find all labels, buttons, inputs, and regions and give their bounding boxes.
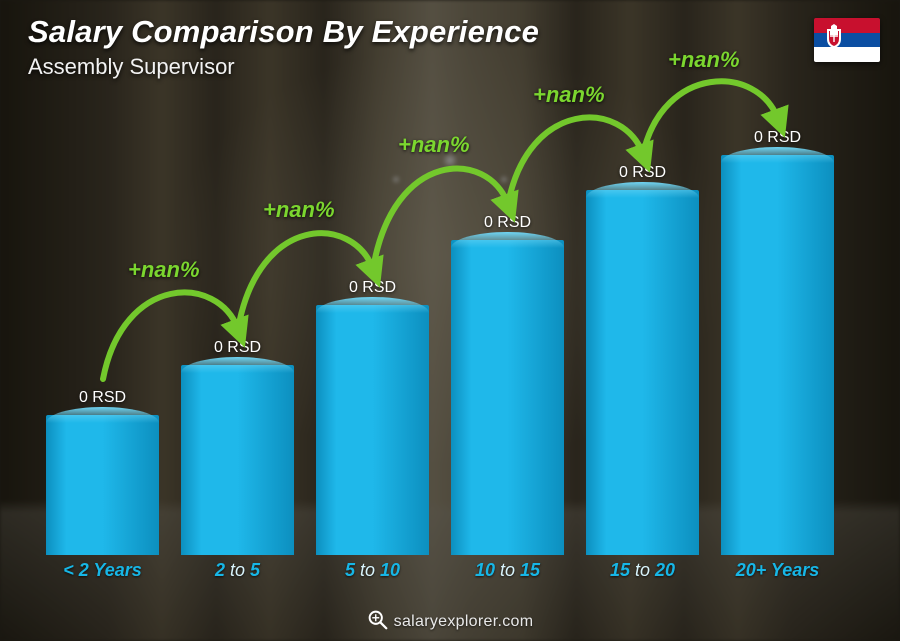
percent-increase-label: +nan% bbox=[533, 82, 605, 108]
bar-cap bbox=[46, 407, 159, 423]
x-axis-label: 10 to 15 bbox=[451, 560, 564, 581]
infographic-container: Salary Comparison By Experience Assembly… bbox=[0, 0, 900, 641]
bar-cap bbox=[181, 357, 294, 373]
footer: salaryexplorer.com bbox=[0, 609, 900, 631]
bar-slot: 0 RSD bbox=[721, 129, 834, 555]
x-axis-label: 5 to 10 bbox=[316, 560, 429, 581]
bar-cap bbox=[451, 232, 564, 248]
bar-front bbox=[721, 155, 834, 555]
x-axis-label: 15 to 20 bbox=[586, 560, 699, 581]
bar bbox=[316, 305, 429, 555]
bar-slot: 0 RSD bbox=[451, 214, 564, 555]
bar bbox=[721, 155, 834, 555]
bar bbox=[451, 240, 564, 555]
bar-cap bbox=[316, 297, 429, 313]
bar-slot: 0 RSD bbox=[46, 389, 159, 555]
bar-front bbox=[181, 365, 294, 555]
bar bbox=[586, 190, 699, 555]
bar-front bbox=[451, 240, 564, 555]
bar-value-label: 0 RSD bbox=[484, 214, 531, 232]
bar-front bbox=[316, 305, 429, 555]
bar-value-label: 0 RSD bbox=[619, 164, 666, 182]
footer-text: salaryexplorer.com bbox=[394, 613, 534, 630]
page-title: Salary Comparison By Experience bbox=[28, 14, 539, 50]
percent-increase-label: +nan% bbox=[668, 47, 740, 73]
title-block: Salary Comparison By Experience Assembly… bbox=[28, 14, 539, 80]
bar-value-label: 0 RSD bbox=[79, 389, 126, 407]
x-axis-label: 2 to 5 bbox=[181, 560, 294, 581]
page-subtitle: Assembly Supervisor bbox=[28, 54, 539, 80]
bar-slot: 0 RSD bbox=[181, 339, 294, 555]
bars-row: 0 RSD 0 RSD 0 RSD 0 RSD 0 RSD 0 RSD bbox=[40, 111, 840, 555]
bar-chart: 0 RSD 0 RSD 0 RSD 0 RSD 0 RSD 0 RSD < 2 Years… bbox=[40, 111, 840, 581]
x-axis-labels: < 2 Years 2 to 5 5 to 10 10 to 15 15 to 20 20… bbox=[40, 560, 840, 581]
bar-cap bbox=[721, 147, 834, 163]
bar-value-label: 0 RSD bbox=[754, 129, 801, 147]
bar bbox=[181, 365, 294, 555]
bar-front bbox=[586, 190, 699, 555]
bar-front bbox=[46, 415, 159, 555]
x-axis-label: < 2 Years bbox=[46, 560, 159, 581]
flag-stripe-3 bbox=[814, 47, 880, 62]
bar-slot: 0 RSD bbox=[316, 279, 429, 555]
bar-value-label: 0 RSD bbox=[214, 339, 261, 357]
bar-slot: 0 RSD bbox=[586, 164, 699, 555]
flag-coat-of-arms-icon bbox=[824, 24, 844, 48]
bar-cap bbox=[586, 182, 699, 198]
bar bbox=[46, 415, 159, 555]
magnifier-icon bbox=[367, 609, 388, 630]
bar-value-label: 0 RSD bbox=[349, 279, 396, 297]
x-axis-label: 20+ Years bbox=[721, 560, 834, 581]
country-flag-serbia bbox=[814, 18, 880, 62]
